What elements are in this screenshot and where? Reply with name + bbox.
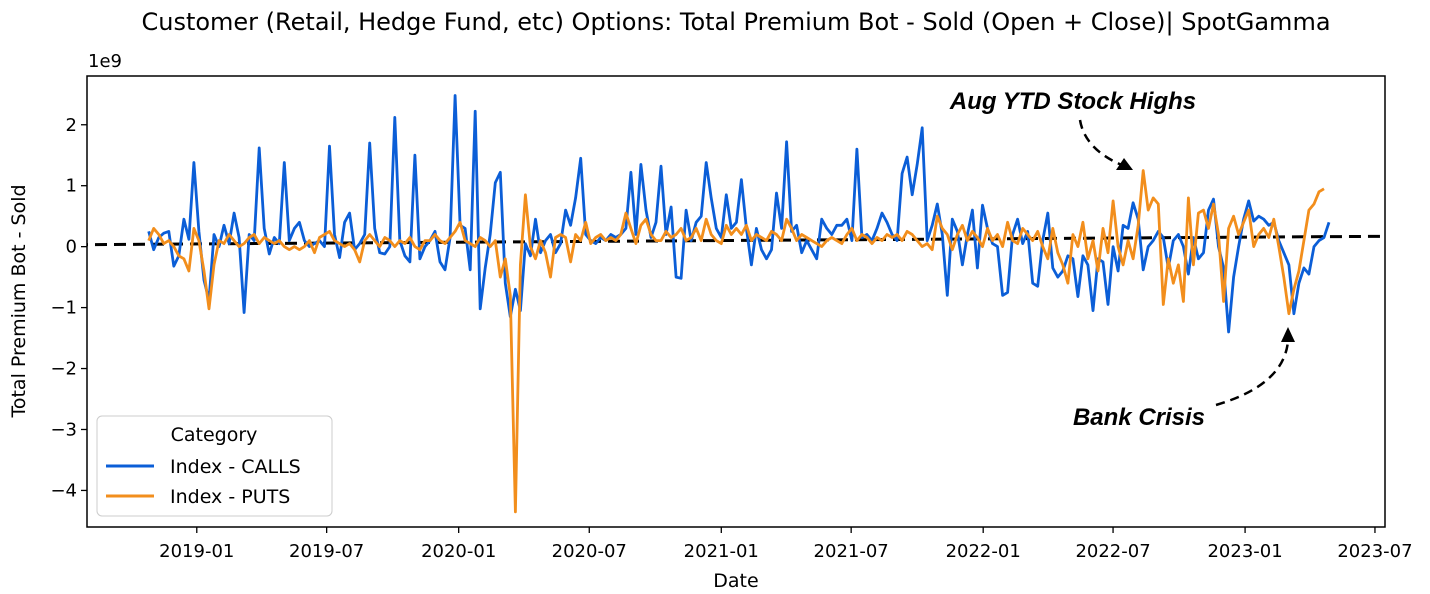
annotation-aug-highs-arrow (1078, 119, 1125, 168)
y-tick-label: −3 (50, 419, 77, 440)
x-tick-label: 2020-01 (421, 541, 496, 562)
x-tick-label: 2021-01 (684, 541, 759, 562)
x-tick-label: 2023-01 (1207, 541, 1282, 562)
x-tick-label: 2021-07 (814, 541, 889, 562)
x-tick-label: 2022-07 (1075, 541, 1150, 562)
x-tick-label: 2019-01 (159, 541, 234, 562)
y-tick-label: −4 (50, 480, 77, 501)
plot-area (87, 94, 1385, 514)
legend-title: Category (171, 424, 258, 446)
y-tick-label: −1 (50, 298, 77, 319)
series-line-calls (147, 94, 1331, 334)
y-tick-label: 0 (66, 237, 77, 258)
x-axis: 2019-01 2019-07 2020-01 2020-07 2021-01 2021-… (159, 527, 1413, 562)
annotation-aug-highs-arrowhead (1116, 158, 1133, 170)
x-axis-label: Date (713, 570, 758, 592)
y-offset-label: 1e9 (88, 51, 122, 72)
chart-title: Customer (Retail, Hedge Fund, etc) Optio… (141, 8, 1330, 36)
annotation-bank-crisis-arrow (1215, 340, 1290, 407)
y-tick-label: 1 (66, 176, 77, 197)
x-tick-label: 2020-07 (552, 541, 627, 562)
legend: Category Index - CALLS Index - PUTS (96, 415, 333, 517)
annotations: Aug YTD Stock Highs Bank Crisis (949, 88, 1295, 431)
legend-box (96, 415, 333, 517)
legend-label-calls: Index - CALLS (170, 456, 301, 478)
y-tick-label: −2 (50, 359, 77, 380)
plot-frame (86, 75, 1386, 528)
y-tick-label: 2 (66, 115, 77, 136)
x-tick-label: 2022-01 (946, 541, 1021, 562)
x-tick-label: 2019-07 (289, 541, 364, 562)
legend-label-puts: Index - PUTS (170, 486, 290, 508)
annotation-bank-crisis-arrowhead (1281, 327, 1295, 342)
annotation-bank-crisis: Bank Crisis (1073, 404, 1205, 431)
x-tick-label: 2023-07 (1337, 541, 1412, 562)
y-axis-label: Total Premium Bot - Sold (8, 184, 30, 418)
annotation-aug-highs: Aug YTD Stock Highs (949, 88, 1196, 115)
y-axis: 2 1 0 −1 −2 −3 −4 (50, 115, 87, 501)
series-line-puts (147, 169, 1325, 514)
